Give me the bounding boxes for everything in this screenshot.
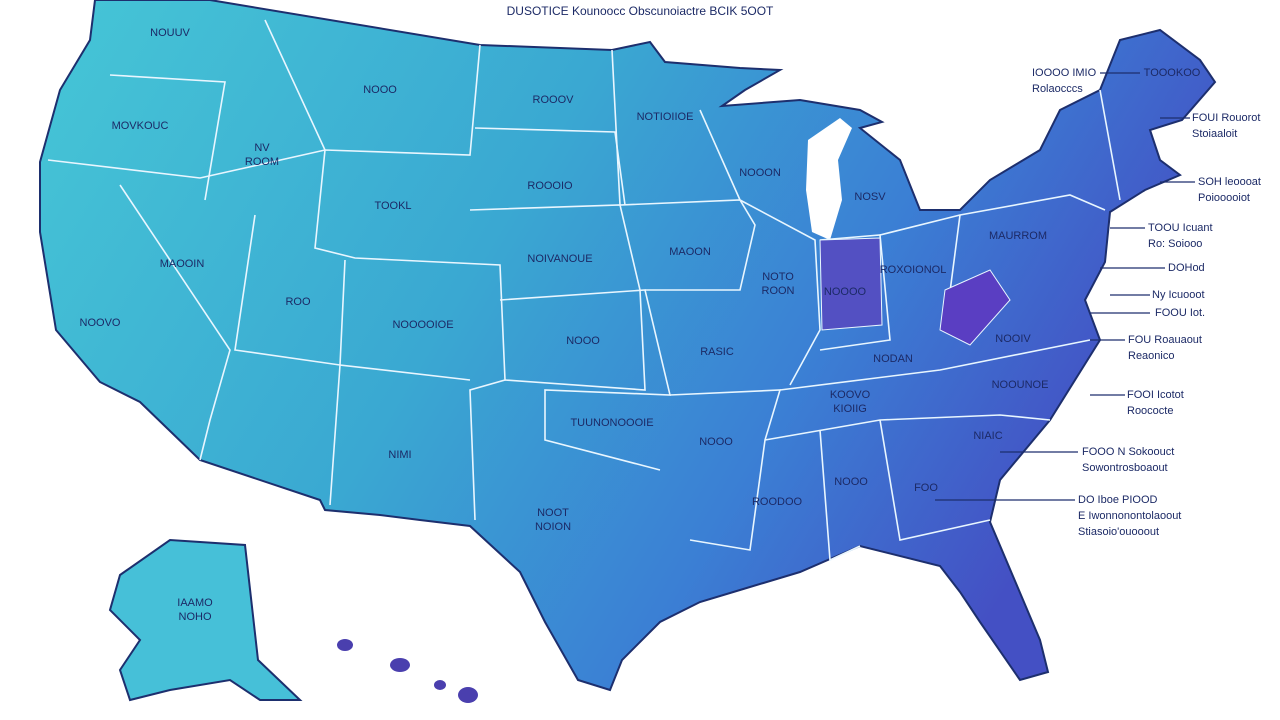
state-label: NOOON: [739, 167, 781, 179]
annotation-text: FOUI Rouorot: [1192, 112, 1260, 124]
state-label: RASIC: [700, 346, 734, 358]
state-label: NOOO: [566, 335, 600, 347]
state-label: NOOO: [363, 84, 397, 96]
state-label: NOION: [535, 521, 571, 533]
state-label: NOOT: [537, 507, 569, 519]
state-label: NV: [254, 142, 270, 154]
annotation-text: IOOOO IMIO: [1032, 67, 1097, 79]
state-label: ROOOIO: [527, 180, 573, 192]
state-label: ROODOO: [752, 496, 803, 508]
state-label: NOTO: [762, 271, 794, 283]
state-label: MAOON: [669, 246, 711, 258]
state-label: NOOUNOE: [992, 379, 1049, 391]
state-label: MAOOIN: [160, 258, 205, 270]
annotation-text: Sowontrosboaout: [1082, 462, 1168, 474]
state-label: MOVKOUC: [112, 120, 169, 132]
state-label: NOOO: [699, 436, 733, 448]
annotation-text: Reaonico: [1128, 350, 1174, 362]
state-label: NOOIV: [995, 333, 1031, 345]
annotation-text: Roococte: [1127, 405, 1173, 417]
state-labels: NOUUV NOOO ROOOV NOTIOIIOE MOVKOUC NV ROOM NOOO…: [80, 27, 1201, 623]
annotation-text: DOHod: [1168, 262, 1205, 274]
annotation-text: Stoiaaloit: [1192, 128, 1237, 140]
leader-lines: [935, 72, 1195, 501]
map-title: DUSOTICE Kounoocc Obscunoiactre BCIK 5OO…: [507, 4, 774, 18]
annotation-text: SOH leoooat: [1198, 176, 1261, 188]
annotation-text: FOU Roauaout: [1128, 334, 1202, 346]
contiguous-us: [39, 0, 1217, 692]
state-label: NOUUV: [150, 27, 190, 39]
annotation-text: FOOU Iot.: [1155, 307, 1205, 319]
state-label: NIMI: [388, 449, 411, 461]
indiana: [819, 237, 883, 331]
annotation-text: FOOI Icotot: [1127, 389, 1184, 401]
state-label: NIAIC: [973, 430, 1002, 442]
state-label: NOTIOIIOE: [637, 111, 694, 123]
state-label: NOIVANOUE: [527, 253, 592, 265]
lake-michigan: [806, 118, 852, 240]
state-label: NOSV: [854, 191, 886, 203]
state-label: NOHO: [179, 611, 212, 623]
annotation-text: Ny Icuooot: [1152, 289, 1205, 301]
annotation-text: FOOO N Sokoouct: [1082, 446, 1174, 458]
state-label: NOOO: [834, 476, 868, 488]
state-label: ROOM: [245, 156, 279, 168]
state-label: ROON: [762, 285, 795, 297]
state-label: ROXOIONOL: [880, 264, 947, 276]
annotation-text: E Iwonnonontolaoout: [1078, 510, 1181, 522]
state-label: NOOOOIOE: [392, 319, 453, 331]
state-label: FOO: [914, 482, 938, 494]
annotations: IOOOO IMIO Rolaocccs FOUI Rouorot Stoiaaloi…: [1032, 67, 1261, 538]
state-label: KIOIIG: [833, 403, 867, 415]
annotation-text: TOOU Icuant: [1148, 222, 1213, 234]
state-label: TUUNONOOOIE: [570, 417, 653, 429]
state-label: MAURROM: [989, 230, 1047, 242]
state-label: KOOVO: [830, 389, 871, 401]
annotation-text: Ro: Soiooo: [1148, 238, 1202, 250]
state-label: NOOVO: [80, 317, 121, 329]
state-label: NODAN: [873, 353, 913, 365]
state-borders: [47, 19, 1121, 562]
alaska: [108, 538, 303, 702]
annotation-text: Stiasoio'ouooout: [1078, 526, 1159, 538]
state-label: TOOKL: [374, 200, 411, 212]
annotation-text: Poiooooiot: [1198, 192, 1250, 204]
west-virginia: [939, 269, 1011, 346]
state-label: ROOOV: [533, 94, 575, 106]
state-label: NOOOO: [824, 286, 867, 298]
hawaii: [337, 639, 478, 703]
annotation-text: Rolaocccs: [1032, 83, 1083, 95]
state-label: ROO: [285, 296, 311, 308]
annotation-text: DO Iboe PIOOD: [1078, 494, 1158, 506]
state-label: IAAMO: [177, 597, 213, 609]
state-label: TOOOKOO: [1144, 67, 1201, 79]
